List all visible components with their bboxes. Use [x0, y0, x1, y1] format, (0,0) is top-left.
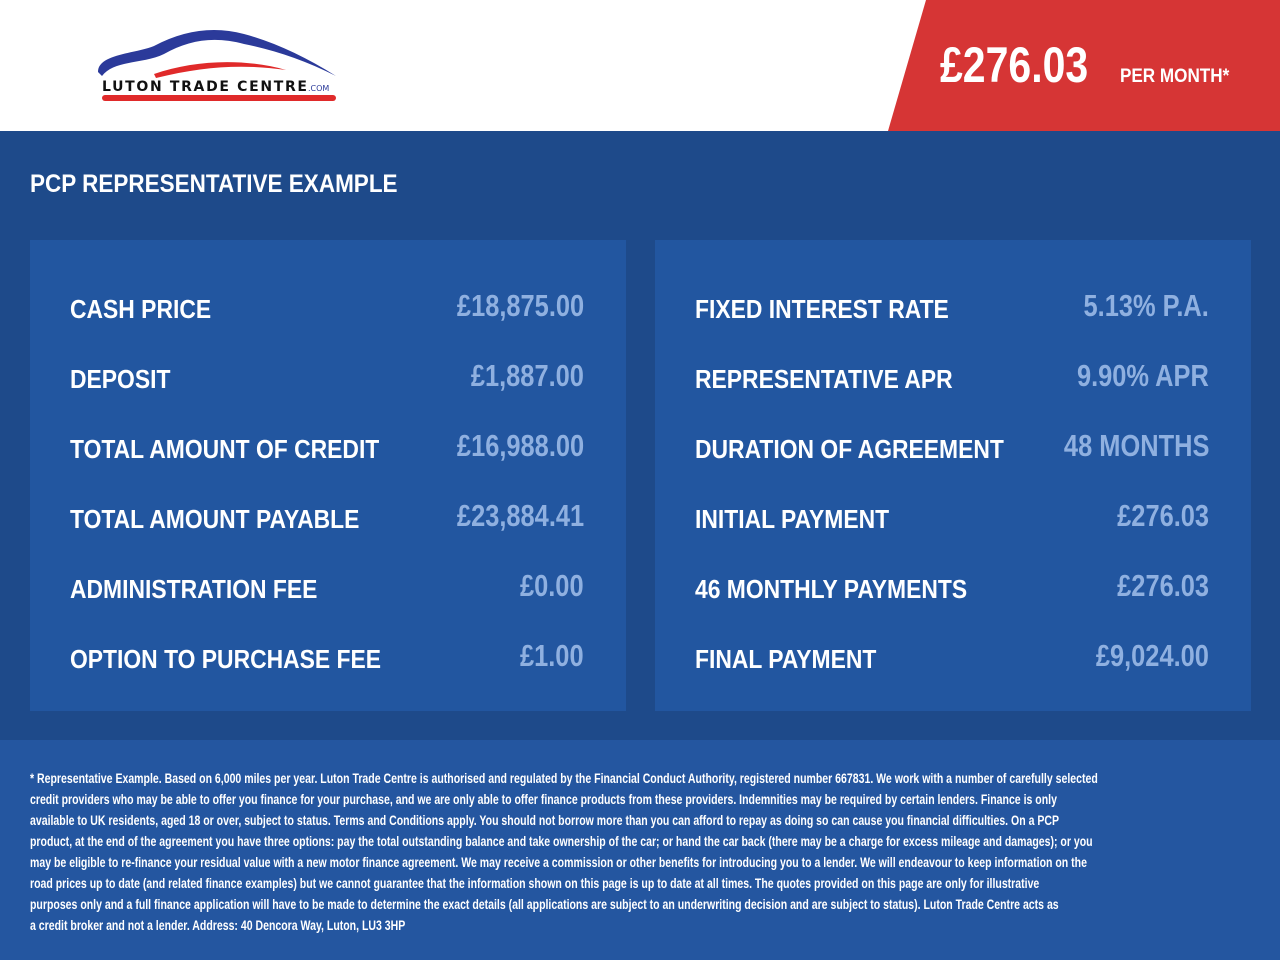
disclaimer-line: may be eligible to re-finance your resid… [30, 855, 1087, 870]
finance-label: INITIAL PAYMENT [695, 504, 890, 534]
finance-row: DEPOSIT £1,887.00 [70, 358, 584, 398]
finance-row: OPTION TO PURCHASE FEE £1.00 [70, 638, 584, 678]
finance-row: 46 MONTHLY PAYMENTS £276.03 [695, 568, 1209, 608]
finance-label: FIXED INTEREST RATE [695, 294, 949, 324]
finance-label: ADMINISTRATION FEE [70, 574, 318, 604]
finance-label: OPTION TO PURCHASE FEE [70, 644, 382, 674]
finance-label: DEPOSIT [70, 364, 171, 394]
finance-label: DURATION OF AGREEMENT [695, 434, 1004, 464]
disclaimer-line: * Representative Example. Based on 6,000… [30, 771, 1098, 786]
finance-value: £9,024.00 [1095, 638, 1209, 673]
luton-trade-centre-logo[interactable]: LUTON TRADE CENTRE .COM [94, 24, 344, 111]
svg-text:LUTON TRADE CENTRE: LUTON TRADE CENTRE [102, 79, 307, 95]
finance-value: £1,887.00 [470, 358, 584, 393]
finance-label: TOTAL AMOUNT PAYABLE [70, 504, 360, 534]
finance-label: 46 MONTHLY PAYMENTS [695, 574, 968, 604]
disclaimer-line: a credit broker and not a lender. Addres… [30, 918, 406, 933]
svg-text:.COM: .COM [308, 84, 329, 93]
finance-value: £23,884.41 [456, 498, 584, 533]
finance-row: ADMINISTRATION FEE £0.00 [70, 568, 584, 608]
finance-label: FINAL PAYMENT [695, 644, 877, 674]
disclaimer-line: purposes only and a full finance applica… [30, 897, 1059, 912]
finance-value: £0.00 [520, 568, 584, 603]
monthly-price: £276.03 [940, 37, 1089, 93]
finance-row: REPRESENTATIVE APR 9.90% APR [695, 358, 1209, 398]
price-banner [888, 0, 1280, 131]
finance-value: 5.13% P.A. [1083, 288, 1209, 323]
finance-value: £276.03 [1117, 568, 1209, 603]
finance-value: £1.00 [520, 638, 584, 673]
finance-panel-left: CASH PRICE £18,875.00 DEPOSIT £1,887.00 TOTA… [30, 240, 626, 711]
finance-row: FIXED INTEREST RATE 5.13% P.A. [695, 288, 1209, 328]
finance-label: REPRESENTATIVE APR [695, 364, 953, 394]
finance-row: DURATION OF AGREEMENT 48 MONTHS [695, 428, 1209, 468]
page-title: PCP REPRESENTATIVE EXAMPLE [30, 170, 398, 198]
finance-label: CASH PRICE [70, 294, 212, 324]
finance-value: 48 MONTHS [1063, 428, 1209, 463]
finance-value: £276.03 [1117, 498, 1209, 533]
header: LUTON TRADE CENTRE .COM £276.03 PER MONT… [0, 0, 1280, 131]
finance-value: £16,988.00 [456, 428, 584, 463]
finance-row: INITIAL PAYMENT £276.03 [695, 498, 1209, 538]
per-month-label: PER MONTH* [1120, 66, 1230, 87]
disclaimer-line: credit providers who may be able to offe… [30, 792, 1057, 807]
finance-row: TOTAL AMOUNT PAYABLE £23,884.41 [70, 498, 584, 538]
finance-row: TOTAL AMOUNT OF CREDIT £16,988.00 [70, 428, 584, 468]
finance-label: TOTAL AMOUNT OF CREDIT [70, 434, 380, 464]
disclaimer: * Representative Example. Based on 6,000… [0, 740, 1280, 960]
finance-panel-right: FIXED INTEREST RATE 5.13% P.A. REPRESENTAT… [655, 240, 1251, 711]
disclaimer-line: available to UK residents, aged 18 or ov… [30, 813, 1060, 828]
disclaimer-line: road prices up to date (and related fina… [30, 876, 1040, 891]
finance-row: FINAL PAYMENT £9,024.00 [695, 638, 1209, 678]
finance-value: £18,875.00 [456, 288, 584, 323]
disclaimer-line: product, at the end of the agreement you… [30, 834, 1093, 849]
finance-value: 9.90% APR [1077, 358, 1209, 393]
finance-row: CASH PRICE £18,875.00 [70, 288, 584, 328]
